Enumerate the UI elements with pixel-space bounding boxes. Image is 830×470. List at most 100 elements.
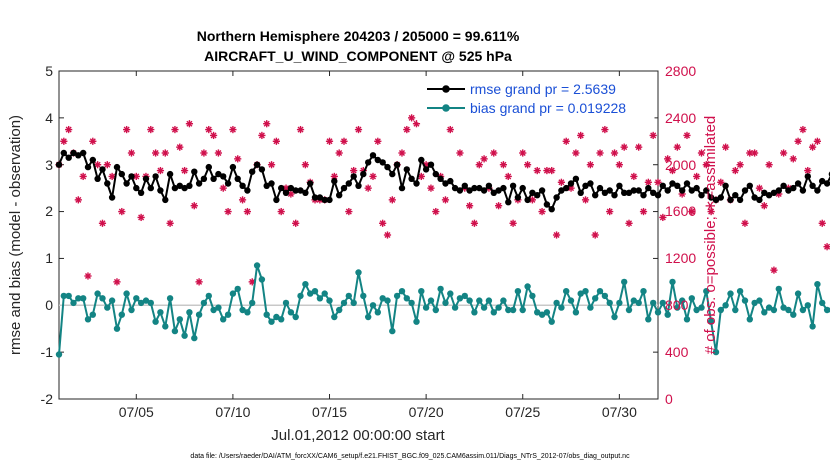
obs-assimilated-marker (176, 143, 184, 151)
bias-point (480, 304, 488, 311)
bias-point (461, 292, 468, 300)
rmse-point (70, 149, 77, 157)
bias-series (55, 262, 830, 358)
bias-point (809, 323, 816, 330)
y-left-tick-label: 0 (45, 297, 53, 313)
bias-point (157, 309, 164, 316)
obs-assimilated-marker (103, 161, 111, 169)
bias-point (524, 283, 531, 290)
rmse-point (239, 182, 246, 189)
bias-point (640, 288, 647, 295)
obs-assimilated-marker (446, 125, 454, 134)
obs-assimilated-marker (345, 207, 353, 216)
obs-assimilated-marker (823, 243, 830, 251)
obs-assimilated-marker (224, 207, 232, 216)
bias-point (683, 316, 691, 323)
rmse-point (543, 201, 551, 208)
bias-point (258, 276, 266, 283)
rmse-point (490, 189, 497, 196)
obs-assimilated-marker (746, 149, 754, 157)
obs-assimilated-marker (258, 131, 266, 140)
obs-assimilated-marker (171, 125, 179, 134)
obs-assimilated-marker (137, 213, 145, 222)
obs-assimilated-marker (765, 161, 773, 169)
bias-point (621, 278, 628, 286)
bias-point (490, 309, 497, 316)
bias-point (659, 299, 666, 307)
rmse-point (505, 199, 512, 206)
rmse-point (548, 206, 555, 213)
obs-assimilated-marker (649, 131, 657, 140)
obs-assimilated-marker (379, 219, 387, 227)
rmse-point (635, 187, 642, 194)
bias-point (476, 297, 483, 304)
rmse-point (485, 182, 493, 189)
bias-point (582, 288, 589, 295)
obs-assimilated-marker (490, 149, 498, 157)
legend-bias-label: bias grand pr = 0.019228 (470, 100, 626, 116)
rmse-point (756, 196, 763, 204)
rmse-point (809, 182, 816, 189)
bias-point (669, 278, 676, 286)
rmse-point (645, 184, 652, 192)
obs-assimilated-marker (325, 137, 334, 145)
rmse-point (195, 180, 203, 187)
legend-rmse-marker (442, 85, 450, 93)
y-right-tick-label: 800 (665, 297, 689, 313)
bias-point (268, 318, 275, 325)
obs-assimilated-marker (586, 161, 594, 169)
bias-point (751, 299, 758, 307)
x-tick-label: 07/30 (602, 404, 637, 420)
obs-assimilated-marker (152, 149, 160, 157)
legend-rmse-label: rmse grand pr = 2.5639 (470, 81, 616, 97)
obs-assimilated-marker (808, 143, 817, 151)
obs-assimilated-marker (494, 202, 503, 210)
rmse-point (640, 192, 647, 199)
obs-assimilated-marker (722, 143, 730, 151)
bias-point (282, 299, 290, 307)
obs-assimilated-marker (664, 155, 672, 163)
rmse-point (108, 194, 116, 201)
bias-point (316, 295, 324, 302)
rmse-point (654, 192, 662, 199)
bias-point (84, 316, 92, 323)
bias-point (355, 269, 362, 276)
obs-assimilated-marker (89, 137, 97, 145)
rmse-point (466, 187, 473, 194)
rmse-point (331, 177, 338, 185)
rmse-point (191, 168, 198, 175)
obs-assimilated-marker (639, 207, 648, 216)
bias-point (712, 348, 720, 356)
rmse-point (369, 152, 377, 159)
rmse-point (311, 194, 319, 201)
obs-assimilated-marker (456, 149, 464, 157)
obs-assimilated-marker (654, 178, 662, 186)
x-tick-label: 07/15 (312, 404, 347, 420)
bias-point (311, 288, 319, 295)
bias-point (558, 304, 565, 311)
obs-assimilated-marker (770, 266, 778, 274)
bias-point (307, 290, 314, 297)
rmse-point (514, 194, 522, 201)
rmse-point (379, 159, 386, 166)
obs-assimilated-marker (383, 231, 392, 239)
bias-point (75, 295, 82, 302)
y-right-axis-label: # of obs: o=possible; ∗=assimilated (702, 116, 719, 355)
rmse-point (751, 194, 758, 201)
bias-point (703, 288, 710, 295)
rmse-point (133, 184, 140, 192)
rmse-point (389, 170, 396, 178)
rmse-point (814, 187, 821, 194)
y-left-tick-labels: 5 4 3 2 1 0 -1 -2 (41, 63, 54, 407)
rmse-point (732, 192, 739, 199)
bias-point (389, 327, 396, 335)
bias-point (94, 290, 101, 297)
bias-point (331, 313, 338, 321)
bias-point (263, 311, 270, 318)
bias-point (70, 299, 77, 307)
legend-box (417, 76, 655, 123)
x-axis-label: Jul.01,2012 00:00:00 start (271, 427, 445, 444)
y-left-tick-label: 3 (45, 157, 53, 173)
rmse-point (282, 189, 290, 196)
y-right-tick-label: 2800 (665, 63, 696, 79)
